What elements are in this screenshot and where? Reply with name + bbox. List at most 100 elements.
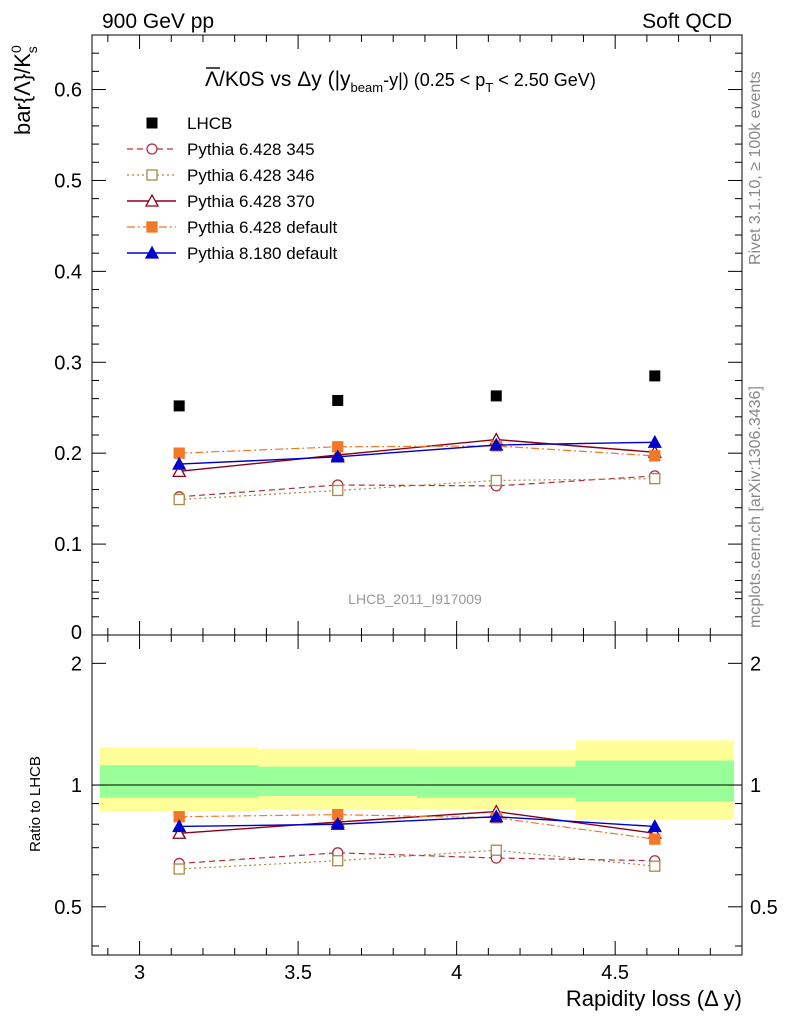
legend-label-pdefault: Pythia 6.428 default (187, 218, 338, 237)
main-line-p370 (179, 438, 655, 473)
legend-label-p346: Pythia 6.428 346 (187, 166, 315, 185)
main-series-p8default (172, 434, 662, 470)
ratio-band-inner-0 (99, 765, 259, 798)
ratio-xtick-label: 3 (134, 962, 145, 984)
main-point-pdefault-3 (649, 450, 661, 462)
header-right-label: Soft QCD (642, 10, 732, 33)
ratio-series-p346 (173, 844, 661, 875)
main-ytick-label: 0.1 (54, 534, 82, 556)
main-ytick-label: 0.4 (54, 261, 82, 283)
ratio-band-inner-2 (417, 766, 576, 798)
ratio-line-p370 (179, 810, 655, 834)
ratio-point-p346-2 (490, 844, 502, 856)
plot-title: Λ/K0S vs Δy (|ybeam-y|) (0.25 < pT < 2.5… (205, 68, 596, 95)
ratio-xtick-label: 4.5 (601, 962, 629, 984)
ratio-ytick-label: 1 (71, 775, 82, 797)
legend-entry-p8default: Pythia 8.180 default (127, 244, 338, 263)
ratio-panel-axes: 0.5 0.5 1 1 2 2 3 3.5 4 4.5 (54, 591, 778, 984)
main-point-p8default-1 (330, 449, 345, 463)
rivet-label: Rivet 3.1.10, ≥ 100k events (747, 71, 764, 265)
legend-marker-p346 (146, 169, 158, 181)
legend-entry-pdefault: Pythia 6.428 default (127, 218, 338, 237)
main-line-pdefault (179, 445, 655, 457)
ratio-panel-bands (92, 740, 742, 820)
x-axis-title: Rapidity loss (Δ y) (566, 986, 742, 1011)
title-t-sub: T (485, 80, 493, 95)
main-point-p8default-2 (489, 437, 504, 451)
ratio-point-p346-3 (649, 860, 661, 872)
ratio-band-inner-3 (575, 760, 735, 802)
main-ytick-label: 0.2 (54, 443, 82, 465)
ratio-point-p8default-0 (172, 819, 187, 833)
analysis-watermark: LHCB_2011_I917009 (348, 591, 482, 607)
legend: LHCB Pythia 6.428 345 Pythia 6.428 346 Pyth… (127, 114, 338, 263)
main-series-p346 (173, 472, 661, 506)
header-left-label: 900 GeV pp (102, 10, 214, 33)
legend-marker-pdefault (146, 221, 158, 233)
ratio-series-p8default (172, 809, 662, 833)
ratio-ytick-label-right: 0.5 (750, 897, 778, 919)
ratio-ytick-label: 0.5 (54, 897, 82, 919)
ratio-ytick-label-right: 2 (750, 653, 761, 675)
legend-entry-p370: Pythia 6.428 370 (127, 192, 315, 211)
ratio-point-p346-0 (173, 863, 185, 875)
main-point-lhcb-1 (332, 394, 344, 406)
main-series-lhcb (173, 370, 661, 412)
ratio-xtick-label: 3.5 (284, 962, 312, 984)
main-line-p8default (179, 441, 655, 465)
main-ytick-label: 0.6 (54, 80, 82, 102)
main-ytick-label: 0.5 (54, 170, 82, 192)
legend-marker-p370 (144, 193, 160, 207)
main-panel-series (172, 370, 662, 506)
legend-label-p345: Pythia 6.428 345 (187, 140, 315, 159)
title-mid: -y|) (0.25 < p (383, 70, 485, 90)
ratio-line-p8default (179, 816, 655, 828)
main-ytick-label-zero: 0 (71, 622, 82, 644)
title-main: /K0S vs Δy (|y (219, 68, 351, 91)
main-point-p370-0 (172, 464, 187, 478)
ratio-series-p345 (173, 847, 661, 870)
main-series-p370 (172, 432, 662, 478)
main-panel-axes: 0.1 0.2 0.3 0.4 0.5 0.6 0 (54, 34, 743, 644)
legend-marker-p345 (146, 143, 158, 155)
ratio-point-pdefault-3 (649, 833, 661, 845)
main-point-p8default-0 (172, 456, 187, 470)
mcplots-label: mcplots.cern.ch [arXiv:1306.3436] (747, 386, 764, 628)
legend-marker-p8default (144, 245, 160, 259)
legend-entry-p345: Pythia 6.428 345 (127, 140, 315, 159)
legend-label-p370: Pythia 6.428 370 (187, 192, 315, 211)
main-point-lhcb-3 (649, 370, 661, 382)
main-line-p346 (179, 478, 655, 501)
ratio-point-p370-0 (172, 825, 187, 839)
main-point-p346-2 (490, 474, 502, 487)
ratio-panel-frame (91, 634, 743, 956)
legend-marker-lhcb (146, 117, 158, 129)
main-point-p346-3 (649, 472, 661, 485)
ratio-panel-series (172, 804, 662, 875)
ratio-point-p8default-1 (330, 816, 345, 830)
ratio-ytick-label: 2 (71, 653, 82, 675)
main-point-p346-0 (173, 493, 185, 506)
main-point-p346-1 (332, 484, 344, 497)
main-line-p345 (179, 475, 655, 498)
legend-entry-lhcb: LHCB (146, 114, 232, 133)
ratio-point-p8default-3 (647, 819, 662, 833)
ratio-ytick-label-right: 1 (750, 775, 761, 797)
main-ytick-label: 0.3 (54, 352, 82, 374)
title-end: < 2.50 GeV) (493, 70, 596, 90)
ratio-ylabel: Ratio to LHCB (27, 756, 44, 852)
ratio-xtick-label: 4 (451, 962, 462, 984)
legend-label-p8default: Pythia 8.180 default (187, 244, 338, 263)
ratio-band-inner-1 (258, 766, 417, 796)
ratio-point-p346-1 (332, 855, 344, 867)
main-ylabel: bar{Λ}/K0s (8, 45, 40, 135)
ratio-line-p345 (179, 852, 655, 865)
ratio-point-p8default-2 (489, 809, 504, 823)
main-point-lhcb-0 (173, 400, 185, 412)
title-beam-sub: beam (351, 80, 384, 95)
main-point-p8default-3 (647, 434, 662, 448)
main-point-pdefault-0 (173, 447, 185, 459)
main-series-p345 (173, 470, 661, 503)
title-lambdabar: Λ (205, 68, 219, 91)
